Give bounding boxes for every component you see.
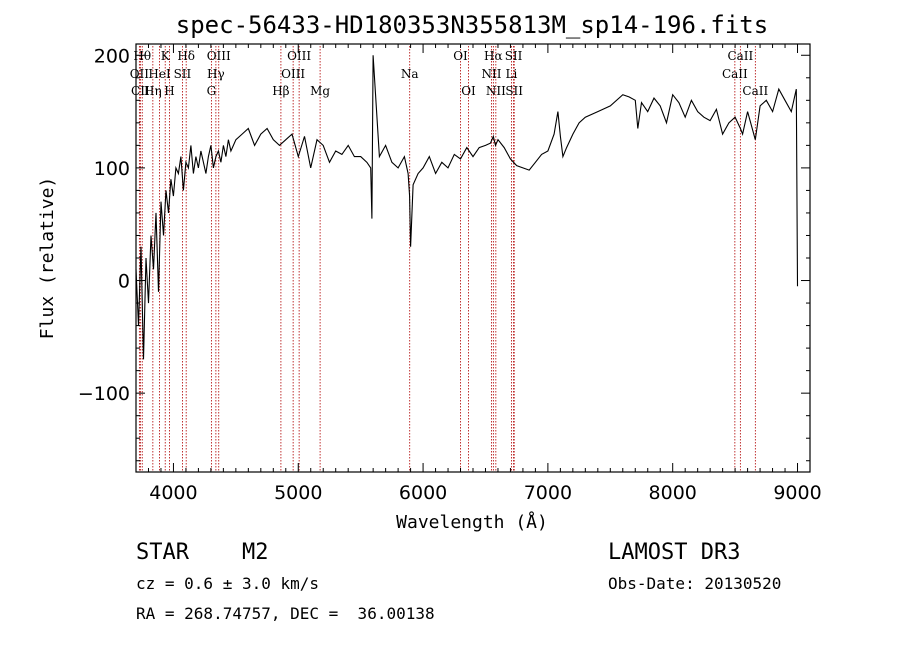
object-subclass: M2 — [242, 540, 269, 565]
y-axis-label: Flux (relative) — [37, 177, 58, 340]
x-tick-label: 6000 — [399, 482, 447, 504]
y-tick-label: 200 — [94, 45, 130, 67]
line-label: K — [161, 49, 171, 63]
x-tick-label: 7000 — [524, 482, 572, 504]
x-axis-label: Wavelength (Å) — [396, 511, 548, 533]
line-label: CaII — [742, 84, 768, 98]
line-label: NII — [481, 67, 501, 81]
line-label: HeI — [148, 67, 171, 81]
line-label: SII — [505, 49, 523, 63]
y-axis-ticks: −100 0 100 200 — [78, 45, 810, 462]
line-label: OIII — [287, 49, 311, 63]
line-label: Hβ — [272, 84, 289, 98]
line-label: OI — [461, 84, 476, 98]
y-tick-label: −100 — [78, 383, 130, 405]
line-label: Hγ — [207, 67, 225, 81]
line-label: Hθ — [133, 49, 151, 63]
spectrum-chart: spec-56433-HD180353N355813M_sp14-196.fit… — [37, 11, 822, 533]
line-label: SII — [505, 84, 523, 98]
line-label: Li — [506, 67, 518, 81]
line-label: G — [207, 84, 217, 98]
y-tick-label: 100 — [94, 158, 130, 180]
chart-title: spec-56433-HD180353N355813M_sp14-196.fit… — [176, 11, 768, 39]
line-label: Mg — [310, 84, 330, 98]
line-label: Hα — [484, 49, 503, 63]
plot-frame — [135, 43, 811, 473]
y-tick-label: 0 — [118, 271, 130, 293]
line-label: NII — [486, 84, 506, 98]
object-class: STAR — [136, 540, 189, 565]
survey-name: LAMOST DR3 — [608, 540, 741, 565]
line-label: OI — [453, 49, 468, 63]
line-label: OIII — [207, 49, 231, 63]
x-axis-ticks: 4000 5000 6000 7000 8000 9000 — [135, 44, 822, 504]
line-label: Hη — [144, 84, 162, 98]
x-tick-label: 4000 — [149, 482, 197, 504]
x-tick-label: 5000 — [274, 482, 322, 504]
line-label: SII — [174, 67, 192, 81]
line-label: H — [164, 84, 174, 98]
redshift-velocity: cz = 0.6 ± 3.0 km/s — [136, 574, 320, 593]
line-label: Na — [401, 67, 419, 81]
spectrum-line — [135, 55, 799, 360]
emission-line-markers — [138, 46, 756, 471]
x-tick-label: 9000 — [773, 482, 821, 504]
line-label: OII — [130, 67, 150, 81]
observation-date: Obs-Date: 20130520 — [608, 574, 782, 593]
line-label: CaII — [722, 67, 748, 81]
line-label: OIII — [281, 67, 305, 81]
line-label: Hδ — [177, 49, 195, 63]
x-tick-label: 8000 — [649, 482, 697, 504]
coordinates: RA = 268.74757, DEC = 36.00138 — [136, 604, 435, 623]
line-label: CaII — [727, 49, 753, 63]
